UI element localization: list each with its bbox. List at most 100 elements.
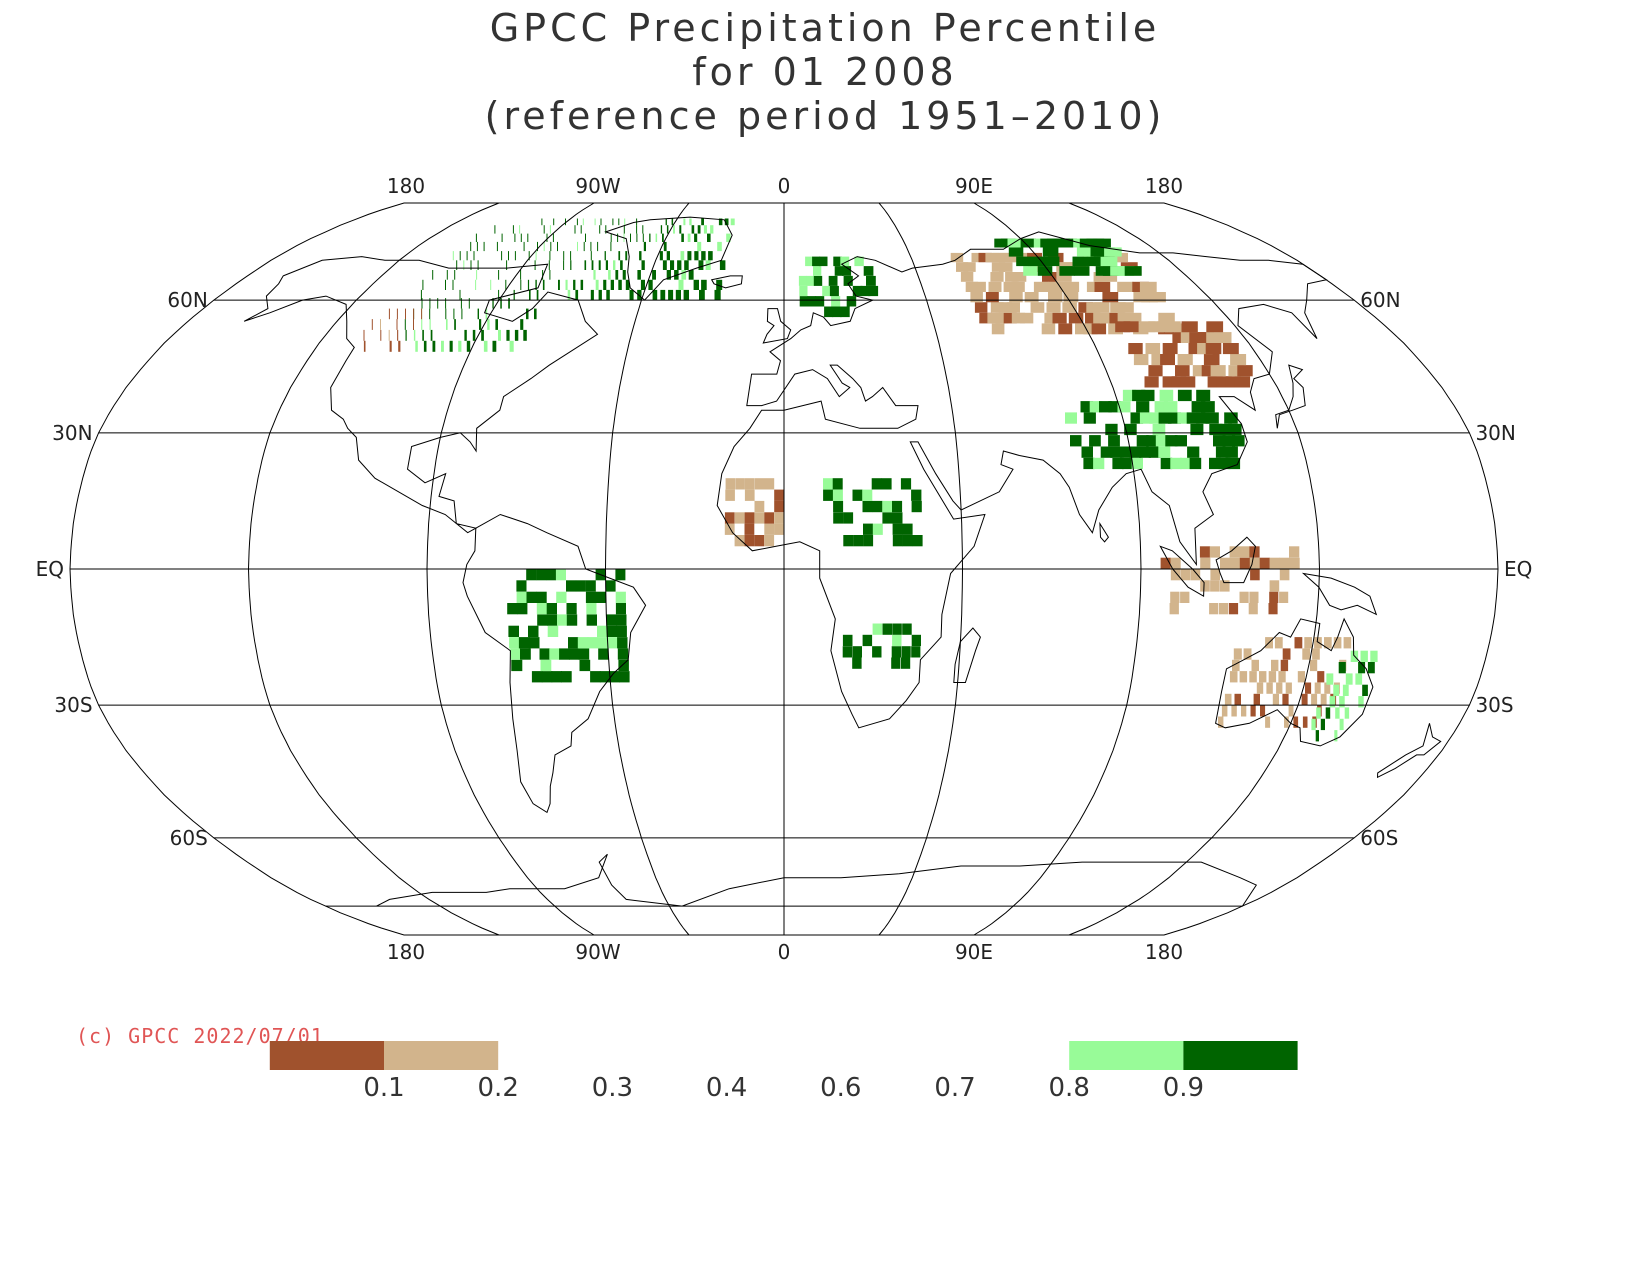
precip-cell — [566, 580, 577, 592]
precip-cell — [1297, 671, 1305, 683]
precip-cell — [536, 603, 548, 615]
precip-cell — [911, 489, 922, 501]
precip-cell — [527, 233, 529, 242]
precip-cell — [970, 292, 983, 303]
precip-cell — [679, 225, 682, 234]
precip-cell — [991, 262, 1006, 272]
precip-cell — [1305, 682, 1312, 694]
precip-cell — [866, 275, 876, 286]
precip-cell — [473, 251, 475, 261]
precip-cell — [684, 260, 689, 270]
precip-cell — [603, 279, 607, 290]
precip-cell — [565, 218, 566, 226]
precip-cell — [871, 478, 882, 490]
precip-cell — [591, 260, 594, 270]
precip-cell — [454, 319, 456, 330]
precip-cell — [1119, 446, 1132, 458]
precip-cell — [1276, 682, 1283, 694]
precip-cell — [694, 251, 699, 261]
precip-cell — [526, 591, 537, 603]
precip-cell — [1269, 591, 1279, 603]
precip-cell — [1210, 365, 1226, 377]
coastline — [1301, 572, 1378, 616]
precip-cell — [540, 659, 552, 672]
precip-cell — [520, 648, 531, 660]
precip-cell — [557, 614, 568, 626]
precip-cell — [1259, 557, 1270, 569]
precip-cell — [1268, 603, 1278, 615]
precip-cell — [652, 270, 656, 280]
precip-cell — [1249, 671, 1257, 683]
precip-cell — [1310, 659, 1318, 672]
precip-cell — [1129, 446, 1142, 458]
precip-cell — [1213, 435, 1226, 447]
precip-cell — [1005, 272, 1019, 282]
precip-cell — [388, 308, 390, 320]
precip-cell — [506, 329, 510, 341]
precip-cell — [774, 500, 784, 513]
parallel-label-left: 60S — [170, 826, 208, 850]
precip-cell — [708, 251, 713, 261]
precip-cell — [475, 233, 477, 242]
precip-cell — [1279, 557, 1290, 569]
precip-cell — [774, 512, 784, 524]
precip-cell — [1133, 354, 1149, 366]
precip-cell — [1288, 705, 1294, 717]
precip-cell — [689, 218, 692, 226]
precip-cell — [724, 523, 735, 535]
precip-cell — [1249, 591, 1259, 603]
precip-cell — [1056, 281, 1072, 292]
precip-cell — [1314, 637, 1322, 649]
coastline — [762, 308, 792, 344]
precip-cell — [665, 218, 667, 226]
precip-cell — [629, 289, 634, 301]
precip-cell — [470, 260, 472, 270]
precip-cell — [754, 500, 765, 513]
precip-cell — [535, 251, 537, 261]
precip-cell — [998, 302, 1012, 313]
parallel-label-right: 60N — [1360, 288, 1400, 312]
precip-cell — [1049, 281, 1064, 292]
precip-cell — [363, 329, 365, 341]
precip-cell — [882, 623, 893, 635]
precip-cell — [843, 512, 854, 524]
precip-cell — [1201, 365, 1217, 377]
precip-cell — [396, 319, 398, 330]
precip-cell — [475, 279, 477, 290]
precip-cell — [423, 340, 427, 352]
precip-cell — [523, 329, 527, 341]
precip-cell — [508, 298, 510, 309]
precip-cell — [600, 218, 602, 226]
precip-cell — [1086, 302, 1102, 313]
precip-cell — [476, 241, 478, 252]
precip-cell — [725, 478, 736, 490]
precip-cell — [1269, 580, 1280, 592]
precip-cell — [397, 329, 399, 341]
precip-cell — [1078, 302, 1094, 313]
precip-cell — [735, 478, 745, 490]
precip-cell — [1117, 401, 1131, 413]
precip-cell — [1073, 266, 1090, 276]
precip-cell — [1154, 401, 1168, 413]
precip-cell — [452, 279, 454, 290]
precip-cell — [472, 329, 476, 341]
precip-cell — [1160, 354, 1175, 366]
precip-cell — [649, 233, 651, 242]
precip-cell — [1237, 365, 1253, 377]
precip-cell — [405, 308, 406, 320]
precip-cell — [496, 241, 498, 252]
precip-cell — [570, 251, 572, 261]
precip-cell — [1268, 671, 1277, 683]
precip-cell — [595, 591, 606, 603]
precip-cell — [445, 279, 446, 290]
map-title: GPCC Precipitation Percentile for 01 200… — [0, 6, 1650, 138]
precip-cell — [388, 329, 390, 341]
precip-cell — [891, 646, 901, 658]
precip-cell — [716, 279, 723, 290]
precip-cells-layer — [363, 218, 1378, 742]
precip-cell — [1165, 435, 1178, 447]
precip-cell — [1251, 659, 1259, 672]
precip-cell — [507, 603, 518, 615]
precip-cell — [494, 225, 496, 234]
precip-cell — [579, 659, 591, 672]
